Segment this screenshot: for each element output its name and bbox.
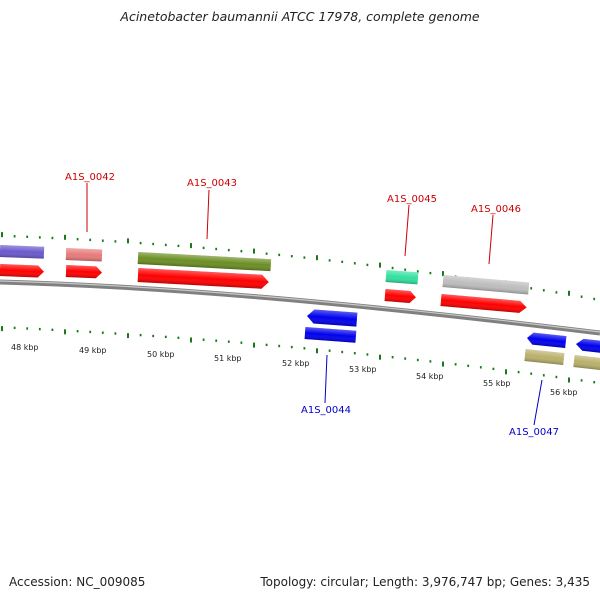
leader-line-a1s-0044 bbox=[324, 354, 328, 404]
tick-row-lower bbox=[1, 326, 596, 384]
cds-forward-track bbox=[0, 264, 527, 313]
genome-summary: Topology: circular; Length: 3,976,747 bp… bbox=[260, 575, 590, 589]
gene-label-a1s-0043[interactable]: A1S_0043 bbox=[187, 178, 237, 189]
leader-line-a1s-0047 bbox=[533, 379, 543, 426]
scale-label-56kbp: 56 kbp bbox=[550, 388, 578, 397]
scale-label-48kbp: 48 kbp bbox=[11, 343, 39, 352]
cds-reverse-track bbox=[304, 309, 600, 371]
gene-label-a1s-0042[interactable]: A1S_0042 bbox=[65, 172, 115, 183]
leader-line-a1s-0043 bbox=[206, 189, 210, 240]
scale-label-52kbp: 52 kbp bbox=[282, 359, 310, 368]
scale-label-49kbp: 49 kbp bbox=[79, 346, 107, 355]
leader-line-a1s-0046 bbox=[488, 214, 494, 265]
gene-label-a1s-0046[interactable]: A1S_0046 bbox=[471, 204, 521, 215]
gene-label-a1s-0045[interactable]: A1S_0045 bbox=[387, 194, 437, 205]
genome-backbone bbox=[0, 279, 600, 336]
scale-label-50kbp: 50 kbp bbox=[147, 350, 175, 359]
gene-label-a1s-0044[interactable]: A1S_0044 bbox=[301, 405, 351, 416]
scale-label-51kbp: 51 kbp bbox=[214, 354, 242, 363]
scale-labels: 48 kbp 49 kbp 50 kbp 51 kbp 52 kbp 53 kb… bbox=[11, 343, 578, 397]
map-title: Acinetobacter baumannii ATCC 17978, comp… bbox=[120, 9, 480, 24]
feature-forward-track bbox=[0, 245, 530, 295]
accession-label: Accession: NC_009085 bbox=[9, 575, 146, 589]
leader-lines bbox=[86, 183, 543, 426]
leader-line-a1s-0045 bbox=[404, 204, 410, 257]
gene-label-a1s-0047[interactable]: A1S_0047 bbox=[509, 427, 559, 438]
scale-label-53kbp: 53 kbp bbox=[349, 365, 377, 374]
gene-labels: A1S_0042 A1S_0043 A1S_0045 A1S_0046 A1S_… bbox=[65, 172, 559, 438]
scale-label-55kbp: 55 kbp bbox=[483, 379, 511, 388]
scale-label-54kbp: 54 kbp bbox=[416, 372, 444, 381]
